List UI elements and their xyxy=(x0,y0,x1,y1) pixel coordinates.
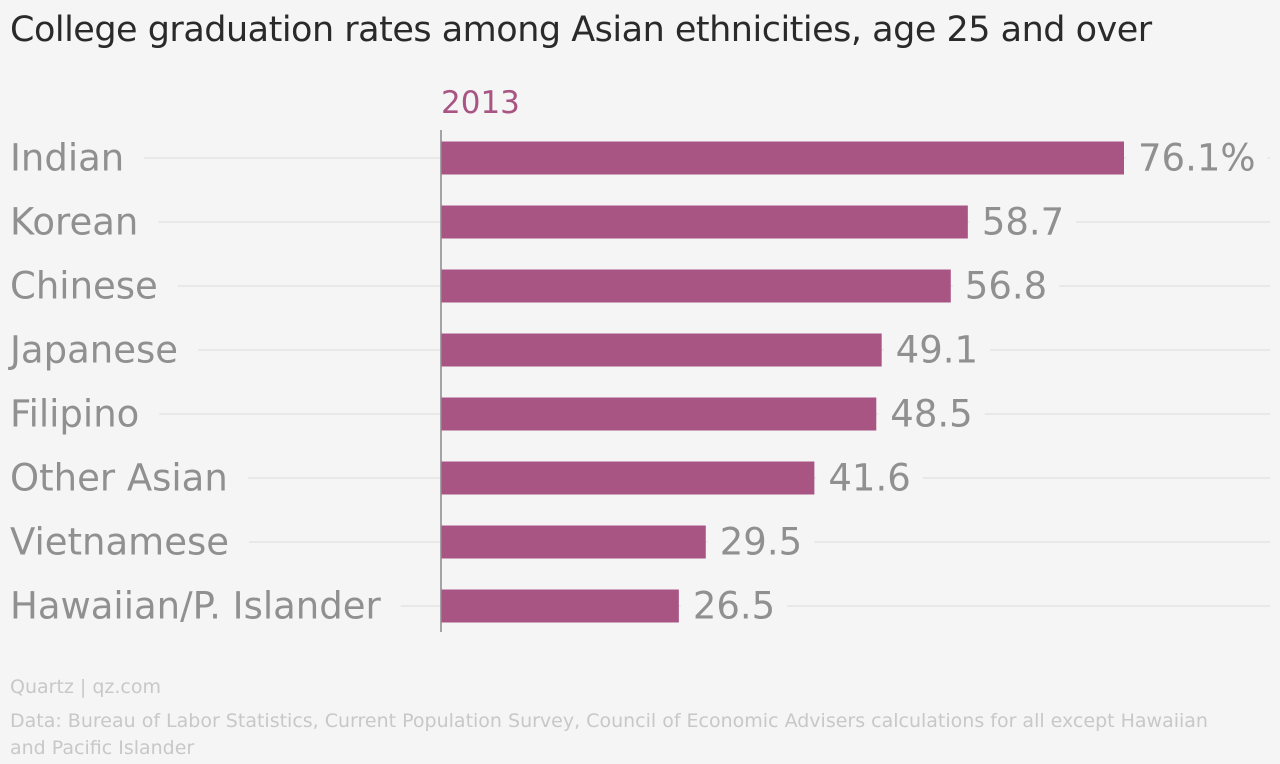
value-label: 26.5 xyxy=(693,585,775,628)
value-label: 41.6 xyxy=(828,457,910,500)
value-label-bg xyxy=(1126,136,1268,180)
category-label-bg xyxy=(0,456,248,500)
value-label-bg xyxy=(878,392,985,436)
value-label: 76.1% xyxy=(1138,137,1256,180)
bar xyxy=(441,525,706,559)
value-label: 48.5 xyxy=(890,393,972,436)
category-label-bg xyxy=(0,520,250,564)
category-label-bg xyxy=(0,200,159,244)
value-label-bg xyxy=(680,584,788,628)
source-credit: Quartz | qz.com xyxy=(10,676,162,698)
category-label: Other Asian xyxy=(10,457,228,500)
category-label: Indian xyxy=(10,137,124,180)
data-source-note: Data: Bureau of Labor Statistics, Curren… xyxy=(10,710,1208,759)
category-label-bg xyxy=(0,264,178,308)
value-label-bg xyxy=(883,328,991,372)
bar xyxy=(441,397,877,431)
category-label: Filipino xyxy=(10,393,139,436)
bar xyxy=(441,141,1124,175)
category-label: Hawaiian/P. Islander xyxy=(10,585,381,628)
value-label-bg xyxy=(952,264,1060,308)
bar xyxy=(441,269,951,303)
category-label: Chinese xyxy=(10,265,158,308)
value-label-bg xyxy=(707,520,815,564)
series-label: 2013 xyxy=(441,85,520,121)
category-label-bg xyxy=(0,392,160,436)
value-label: 29.5 xyxy=(720,521,802,564)
bar xyxy=(441,461,815,495)
category-label: Korean xyxy=(10,201,138,244)
category-label-bg xyxy=(0,136,145,180)
category-label: Vietnamese xyxy=(10,521,229,564)
bar xyxy=(441,589,679,623)
value-label-bg xyxy=(816,456,923,500)
category-label-bg xyxy=(0,328,198,372)
value-label-bg xyxy=(969,200,1077,244)
value-label: 49.1 xyxy=(896,329,978,372)
value-label: 56.8 xyxy=(965,265,1047,308)
category-label-bg xyxy=(0,584,401,628)
bar xyxy=(441,333,882,367)
value-label: 58.7 xyxy=(982,201,1064,244)
category-label: Japanese xyxy=(8,329,178,372)
bar xyxy=(441,205,968,239)
chart-title: College graduation rates among Asian eth… xyxy=(10,10,1152,50)
